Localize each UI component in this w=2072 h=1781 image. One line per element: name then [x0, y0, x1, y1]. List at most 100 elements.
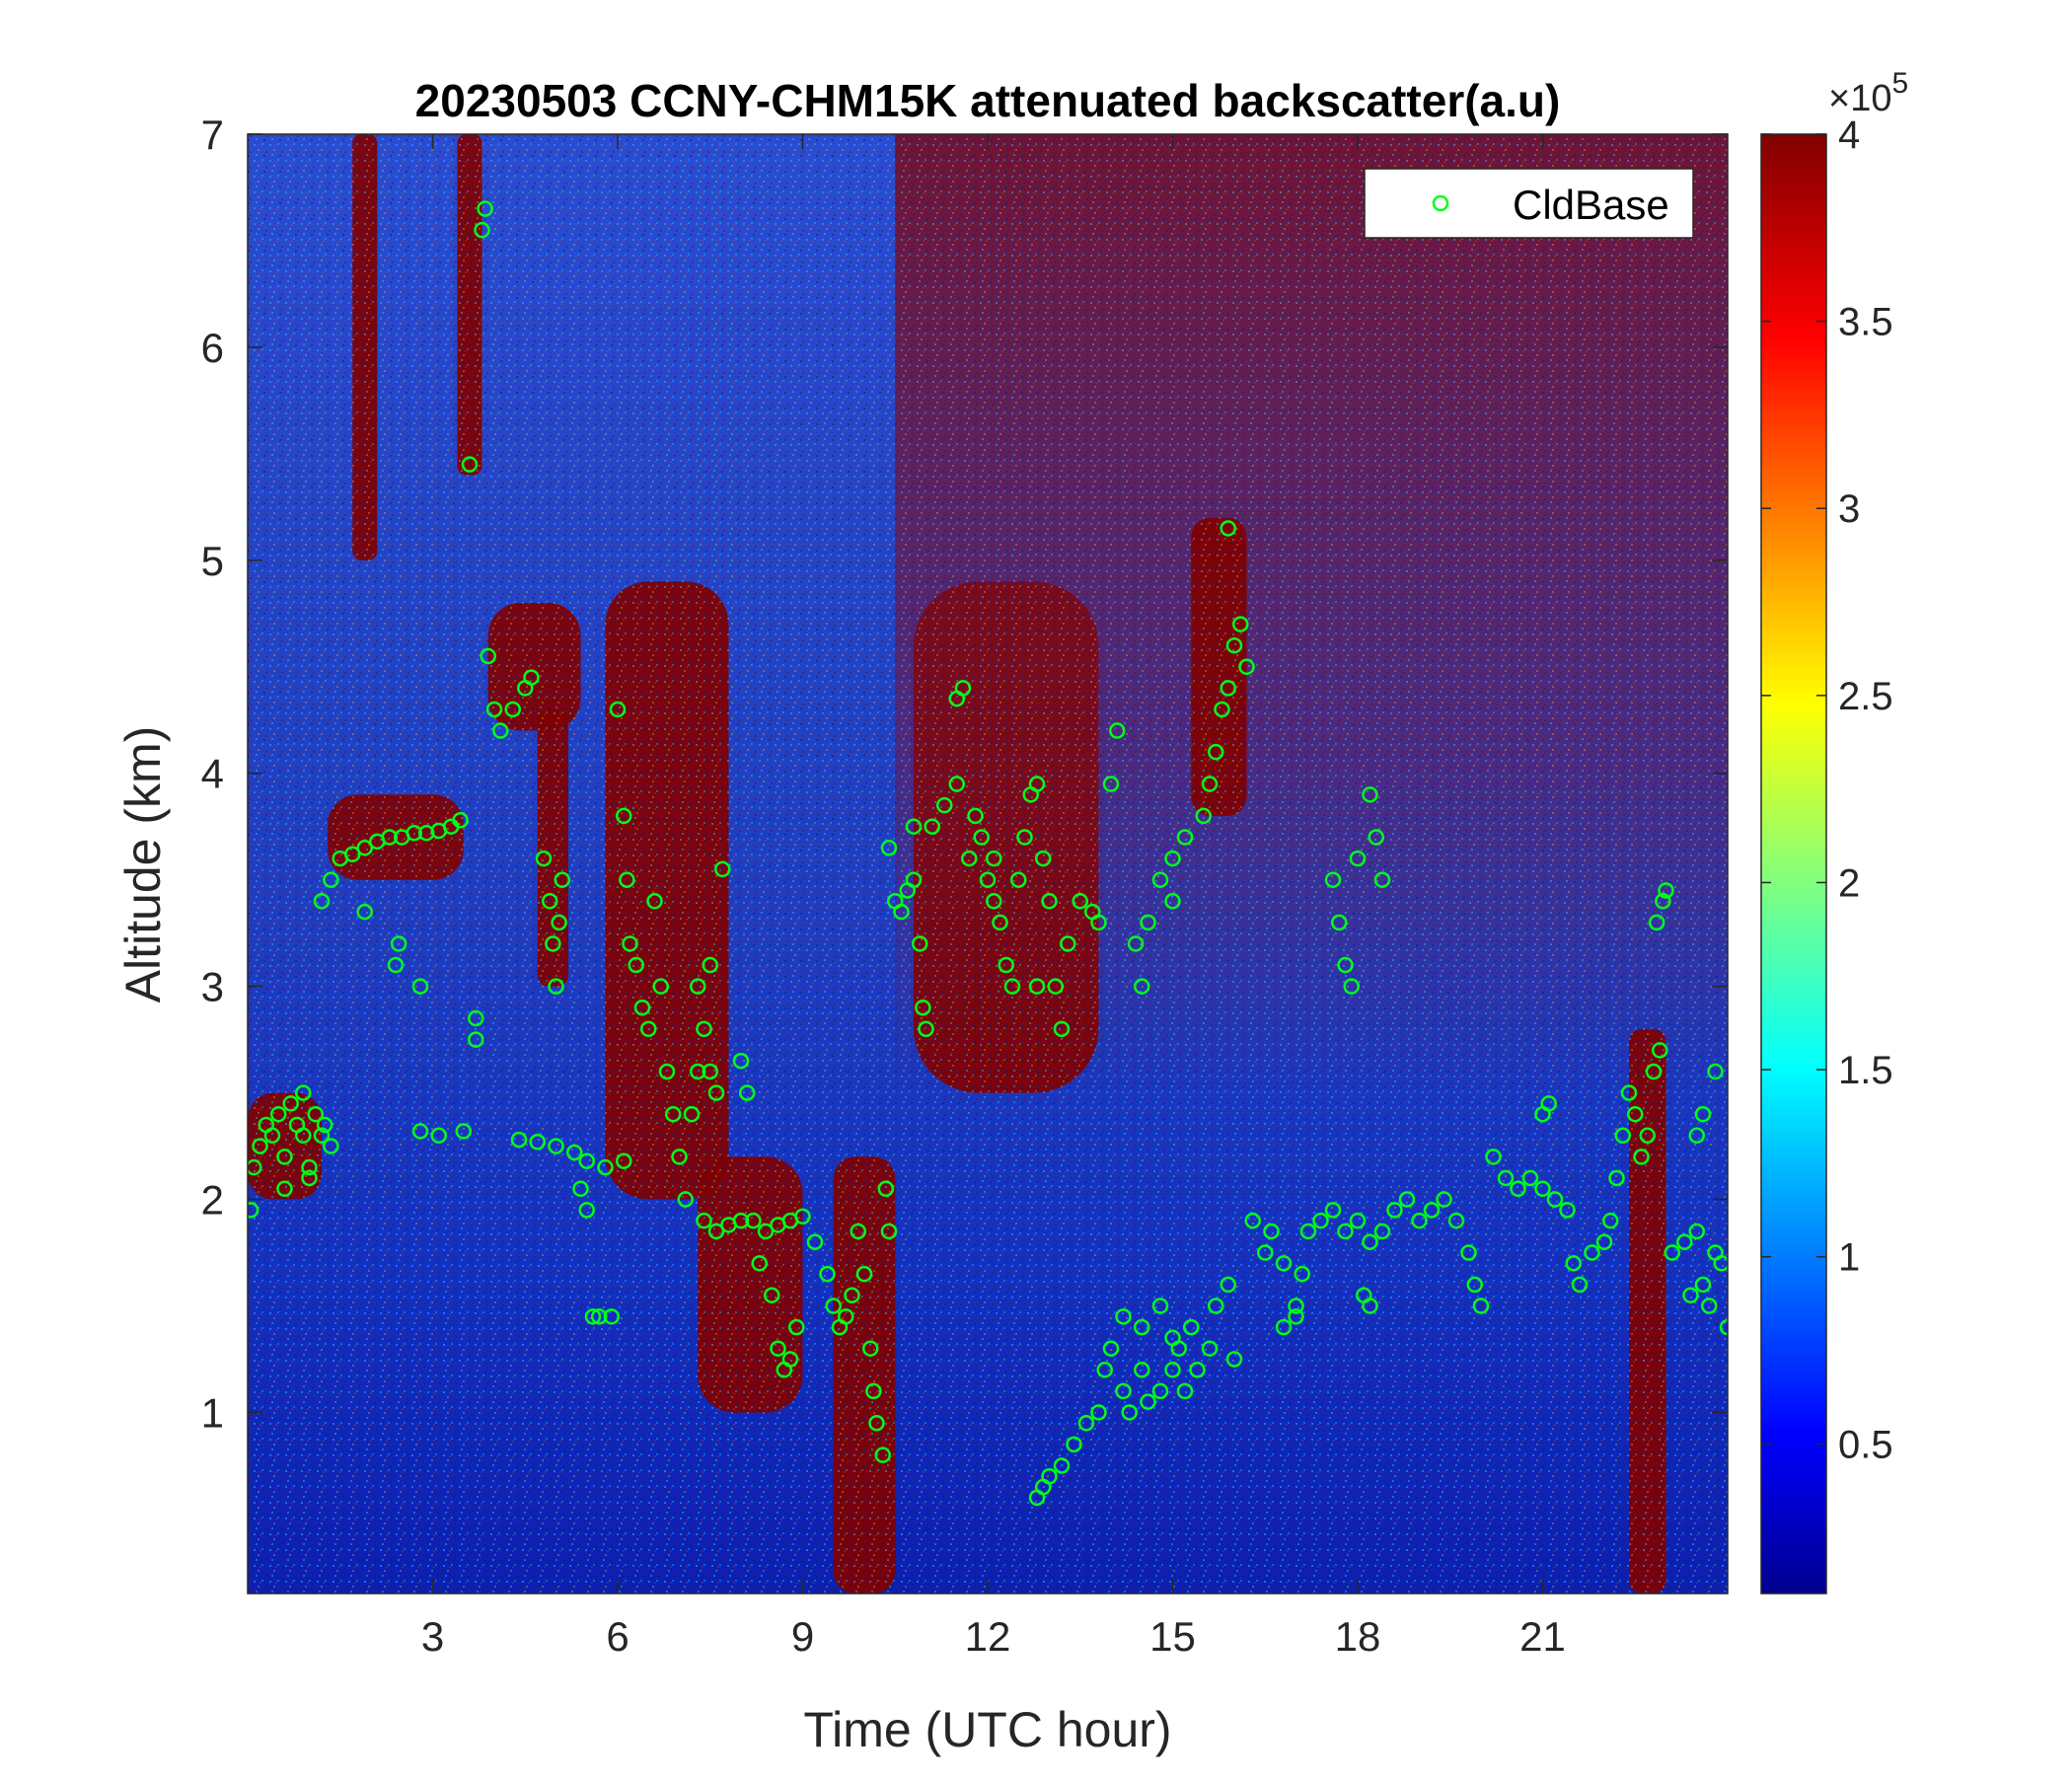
x-axis: 3 6 9 12 15 18 21 — [421, 134, 1566, 1660]
colorbar: 0.5 1 1.5 2 2.5 3 3.5 4 ×105 — [1760, 67, 1908, 1595]
cldbase-point-106 — [788, 1318, 805, 1336]
cldbase-point-91 — [732, 1212, 750, 1229]
cldbase-point-53 — [504, 701, 521, 718]
cldbase-point-84 — [707, 1084, 725, 1101]
cldbase-point-229 — [1343, 978, 1360, 995]
cldbase-point-17 — [316, 1116, 333, 1134]
cldbase-point-135 — [986, 893, 1002, 910]
cldbase-point-175 — [1189, 1362, 1206, 1378]
cldbase-point-71 — [628, 956, 644, 974]
cldbase-point-188 — [1176, 829, 1194, 846]
cldbase-point-263 — [1701, 1298, 1718, 1314]
cldbase-point-113 — [862, 1340, 879, 1357]
cldbase-point-162 — [1077, 1415, 1095, 1432]
cldbase-point-81 — [690, 1063, 706, 1080]
colorbar-tick-label-5: 3 — [1838, 487, 1860, 531]
cldbase-point-270 — [1688, 1127, 1705, 1145]
cldbase-point-244 — [1595, 1233, 1613, 1250]
cldbase-point-73 — [640, 1020, 657, 1038]
cldbase-point-85 — [690, 978, 706, 995]
x-tick-label-18: 18 — [1335, 1613, 1381, 1660]
cldbase-point-209 — [1337, 1223, 1354, 1240]
cldbase-point-239 — [1546, 1191, 1564, 1208]
cldbase-point-92 — [745, 1212, 762, 1229]
x-tick-label-3: 3 — [421, 1613, 444, 1660]
cldbase-point-93 — [757, 1223, 775, 1240]
cldbase-point-233 — [1373, 871, 1391, 888]
cldbase-point-115 — [868, 1415, 885, 1432]
cldbase-point-147 — [1060, 935, 1076, 952]
cldbase-point-228 — [1337, 956, 1354, 974]
cldbase-point-18 — [313, 893, 331, 910]
cldbase-point-222 — [1275, 1318, 1293, 1336]
cldbase-point-181 — [1134, 1318, 1150, 1336]
cldbase-point-192 — [1201, 776, 1219, 792]
cldbase-point-251 — [1639, 1127, 1656, 1145]
cldbase-point-168 — [1134, 1362, 1150, 1378]
x-tick-label-15: 15 — [1149, 1613, 1196, 1660]
cldbase-point-117 — [877, 1180, 895, 1198]
cldbase-point-155 — [1102, 776, 1120, 792]
cldbase-point-214 — [1398, 1191, 1416, 1208]
cldbase-point-161 — [1066, 1436, 1082, 1453]
cldbase-point-2 — [252, 1138, 268, 1154]
cldbase-point-42 — [578, 1152, 595, 1169]
x-tick-label-12: 12 — [965, 1613, 1011, 1660]
cldbase-point-180 — [1115, 1308, 1132, 1325]
cldbase-point-250 — [1633, 1149, 1650, 1165]
y-tick-label-5: 5 — [201, 538, 224, 584]
cldbase-point-199 — [1220, 520, 1236, 537]
cldbase-point-219 — [1460, 1244, 1477, 1261]
cldbase-point-230 — [1349, 850, 1367, 867]
cldbase-point-129 — [936, 796, 953, 814]
cldbase-point-56 — [535, 850, 553, 867]
cldbase-point-196 — [1225, 636, 1243, 654]
cldbase-point-197 — [1232, 616, 1249, 632]
cldbase-point-208 — [1324, 1202, 1342, 1219]
cldbase-point-80 — [683, 1105, 701, 1123]
cldbase-point-176 — [1201, 1340, 1219, 1357]
cldbase-point-195 — [1220, 680, 1236, 697]
cldbase-point-221 — [1472, 1298, 1490, 1314]
y-tick-label-6: 6 — [201, 325, 224, 371]
chart-title: 20230503 CCNY-CHM15K attenuated backscat… — [415, 75, 1561, 126]
cldbase-point-145 — [1047, 978, 1064, 995]
y-tick-label-2: 2 — [201, 1177, 224, 1224]
cldbase-point-32 — [387, 956, 405, 974]
cldbase-point-207 — [1312, 1212, 1329, 1229]
cldbase-point-74 — [646, 893, 663, 910]
cldbase-point-1 — [248, 1158, 262, 1176]
cldbase-point-246 — [1608, 1169, 1625, 1187]
cldbase-point-97 — [806, 1233, 824, 1250]
cldbase-point-67 — [609, 701, 627, 718]
cldbase-point-16 — [301, 1169, 318, 1187]
cldbase-point-66 — [603, 1308, 620, 1325]
cldbase-point-205 — [1294, 1265, 1310, 1283]
cldbase-point-185 — [1140, 914, 1156, 931]
cldbase-point-190 — [1164, 893, 1181, 910]
x-tick-label-6: 6 — [606, 1613, 629, 1660]
cldbase-point-194 — [1214, 701, 1230, 718]
cldbase-point-86 — [702, 956, 718, 974]
cldbase-point-119 — [880, 840, 898, 856]
cldbase-point-243 — [1584, 1244, 1600, 1261]
cldbase-point-44 — [616, 1152, 632, 1169]
cldbase-point-225 — [1362, 1298, 1378, 1314]
cldbase-point-12 — [313, 1127, 331, 1145]
cldbase-point-153 — [986, 850, 1002, 867]
cldbase-point-127 — [905, 818, 923, 835]
cldbase-point-99 — [732, 1052, 750, 1070]
cldbase-point-78 — [671, 1149, 688, 1165]
y-tick-label-1: 1 — [201, 1389, 224, 1436]
colorbar-tick-label-3: 2 — [1838, 861, 1860, 905]
cldbase-point-45 — [468, 1031, 484, 1048]
cldbase-point-201 — [1257, 1244, 1274, 1261]
cldbase-point-220 — [1466, 1276, 1483, 1294]
cldbase-point-0 — [248, 1202, 259, 1219]
y-axis: 1 2 3 4 5 6 7 — [201, 111, 1728, 1436]
cldbase-point-248 — [1620, 1084, 1638, 1101]
cldbase-point-79 — [677, 1191, 694, 1208]
cldbase-point-258 — [1658, 882, 1674, 899]
cldbase-point-14 — [276, 1180, 293, 1198]
